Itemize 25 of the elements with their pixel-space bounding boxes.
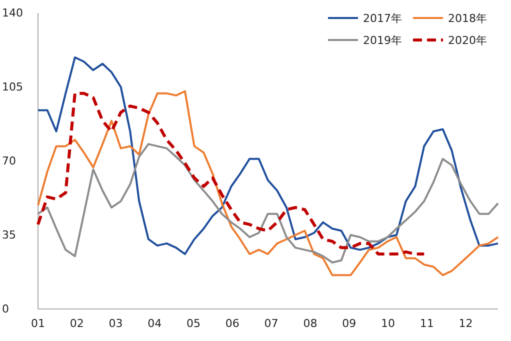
- line-series: [37, 56, 499, 256]
- legend-label: 2020年: [448, 34, 487, 47]
- x-tick-label: 01: [31, 316, 45, 330]
- x-tick-label: 11: [420, 316, 434, 330]
- legend-label: 2017年: [363, 12, 402, 25]
- y-tick-label: 105: [2, 80, 23, 94]
- x-tick-label: 04: [148, 316, 162, 330]
- x-tick-label: 05: [186, 316, 201, 330]
- x-tick-label: 03: [108, 316, 123, 330]
- y-tick-label: 35: [2, 228, 16, 242]
- line-series: [37, 90, 499, 276]
- x-tick-label: 06: [225, 316, 240, 330]
- x-tick-label: 02: [70, 316, 84, 330]
- x-tick-label: 10: [380, 316, 395, 330]
- y-tick-label: 140: [2, 6, 23, 20]
- y-tick-label: 0: [2, 302, 9, 316]
- x-tick-label: 09: [342, 316, 356, 330]
- y-tick-label: 70: [2, 154, 16, 168]
- line-series: [36, 92, 426, 256]
- legend-label: 2019年: [363, 34, 402, 47]
- x-tick-label: 07: [264, 316, 278, 330]
- x-tick-label: 12: [458, 316, 473, 330]
- x-tick-label: 08: [303, 316, 318, 330]
- line-series: [37, 143, 499, 264]
- legend-label: 2018年: [448, 12, 487, 25]
